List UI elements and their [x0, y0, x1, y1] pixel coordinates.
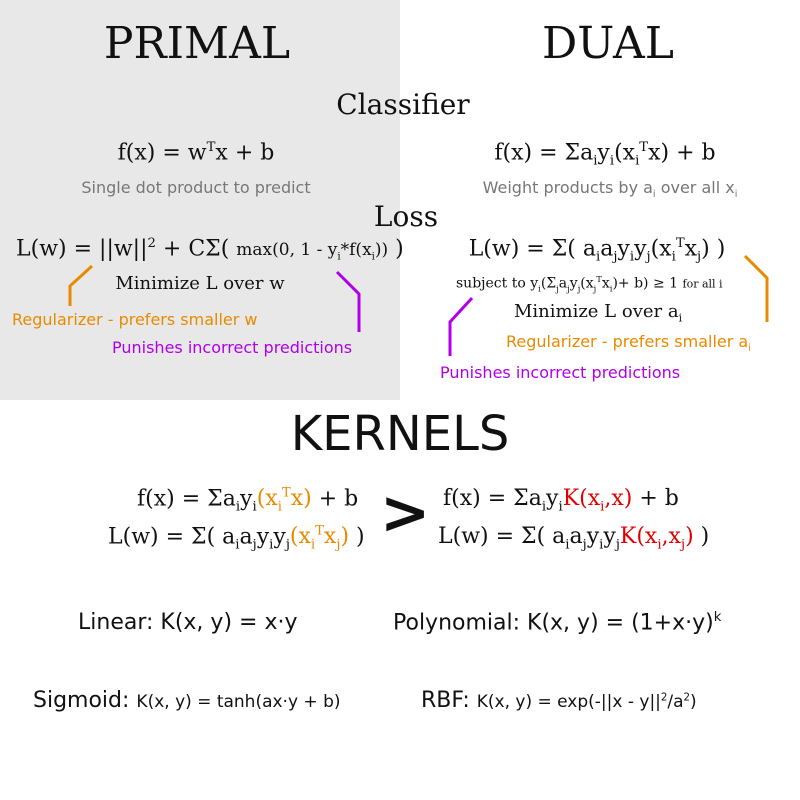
primal-minimize-text: Minimize L over w	[115, 273, 285, 294]
dual-loss-formula: L(w) = Σ( aiajyiyj(xiTxj) )	[468, 236, 726, 265]
dual-regularizer-note: Regularizer - prefers smaller ai	[506, 332, 751, 355]
linear-kernel: Linear: K(x, y) = x·y	[78, 610, 298, 635]
kernel-after-loss: L(w) = Σ( aiajyiyjK(xi,xj) )	[438, 524, 710, 553]
classifier-heading: Classifier	[336, 88, 470, 121]
kernels-heading: KERNELS	[290, 406, 510, 462]
dual-heading: DUAL	[542, 18, 674, 69]
dual-classifier-caption: Weight products by ai over all xi	[482, 178, 738, 201]
primal-heading: PRIMAL	[103, 18, 291, 69]
primal-regularizer-pointer	[68, 264, 94, 306]
primal-punish-pointer	[335, 270, 361, 332]
dual-punish-pointer	[448, 296, 474, 356]
primal-regularizer-note: Regularizer - prefers smaller w	[12, 310, 258, 329]
loss-heading: Loss	[373, 200, 439, 233]
dual-constraint: subject to yi(Σjajyj(xjTxi)+ b) ≥ 1 for …	[456, 274, 723, 294]
kernel-after-classifier: f(x) = ΣaiyiK(xi,x) + b	[443, 486, 679, 515]
rbf-kernel: RBF: K(x, y) = exp(-||x - y||2/a2)	[421, 688, 697, 713]
dual-minimize-text: Minimize L over ai	[513, 301, 683, 325]
sigmoid-kernel: Sigmoid: K(x, y) = tanh(ax·y + b)	[33, 688, 341, 713]
primal-loss-formula: L(w) = ||w||2 + CΣ( max(0, 1 - yi*f(xi))…	[16, 236, 404, 263]
polynomial-kernel: Polynomial: K(x, y) = (1+x·y)k	[393, 610, 722, 636]
dual-punish-note: Punishes incorrect predictions	[440, 363, 681, 382]
primal-panel-background	[0, 0, 400, 400]
kernel-before-classifier: f(x) = Σaiyi(xiTx) + b	[137, 486, 359, 515]
primal-classifier-formula: f(x) = wTx + b	[117, 140, 275, 166]
kernel-before-loss: L(w) = Σ( aiajyiyj(xiTxj) )	[108, 524, 365, 553]
dual-classifier-formula: f(x) = Σaiyi(xiTx) + b	[494, 140, 716, 169]
primal-punish-note: Punishes incorrect predictions	[112, 338, 353, 357]
dual-regularizer-pointer	[743, 254, 769, 322]
primal-classifier-caption: Single dot product to predict	[81, 178, 311, 197]
greater-than-arrow: >	[380, 478, 431, 548]
